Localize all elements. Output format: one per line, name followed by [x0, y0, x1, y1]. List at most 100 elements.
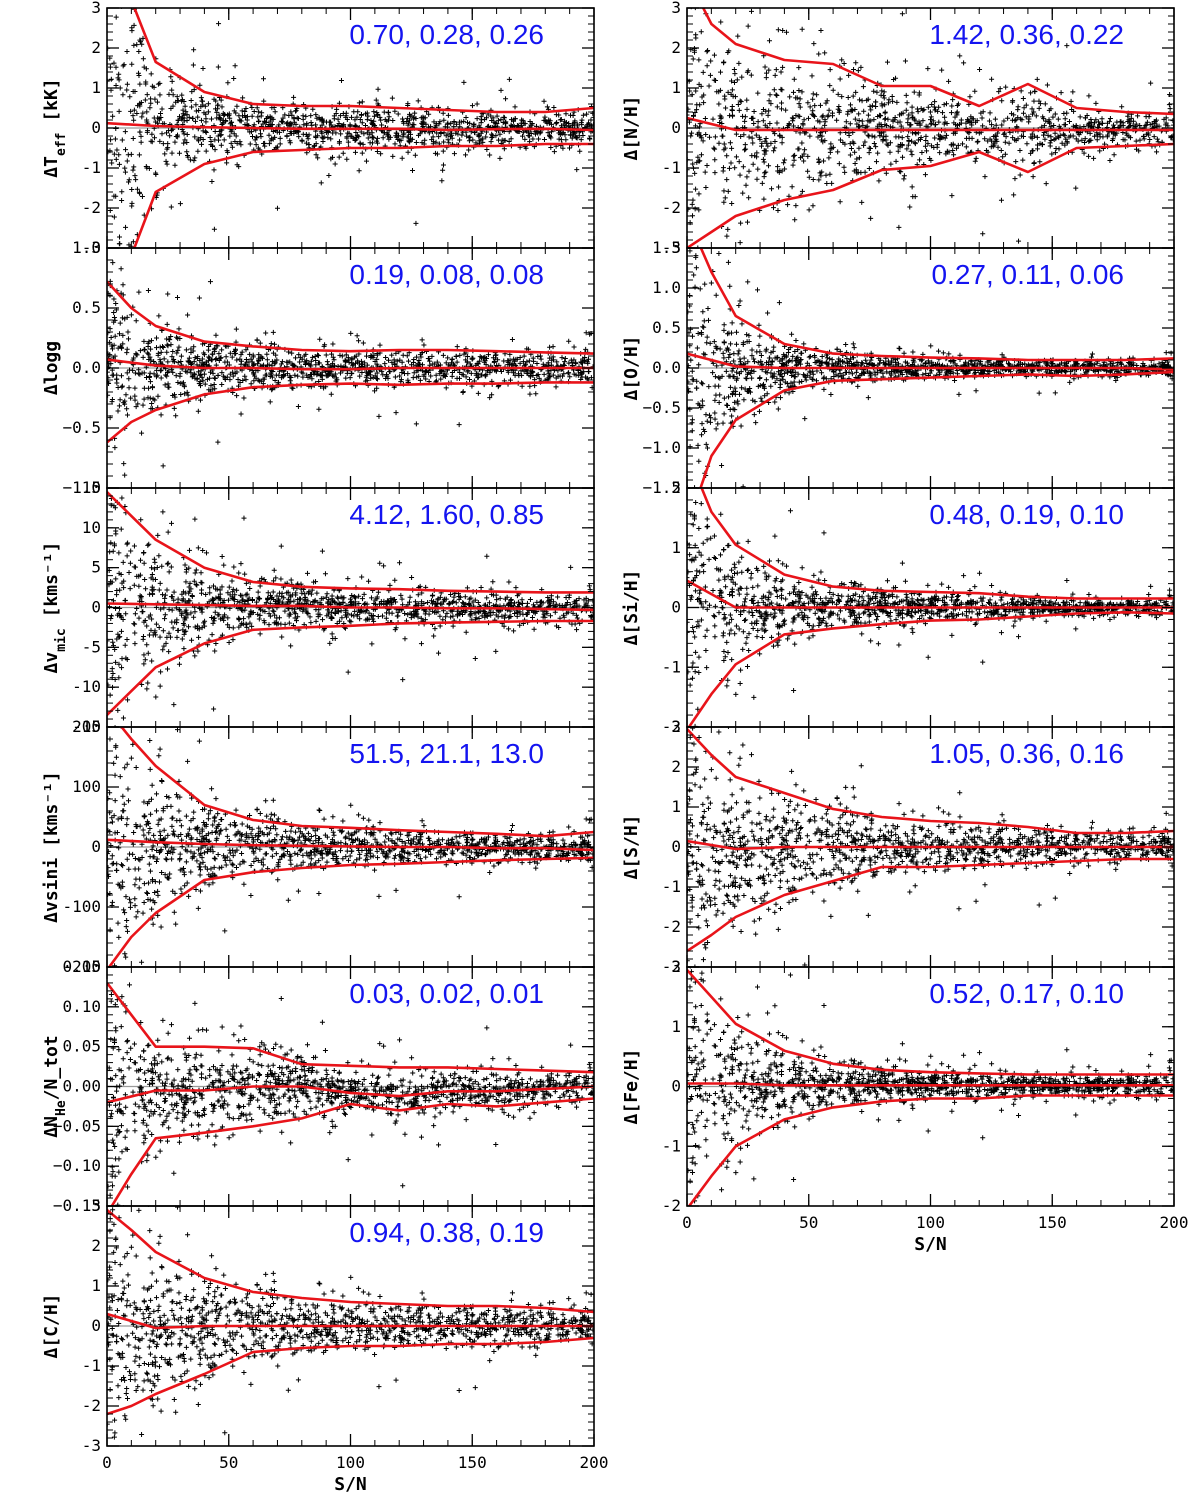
- data-point: [133, 764, 139, 770]
- data-point: [421, 823, 427, 829]
- data-point: [192, 134, 198, 140]
- data-point: [370, 612, 376, 618]
- data-point: [160, 345, 166, 351]
- data-point: [368, 595, 374, 601]
- data-point: [465, 835, 471, 841]
- data-point: [507, 357, 513, 363]
- data-point: [139, 114, 145, 120]
- data-point: [412, 608, 418, 614]
- data-point: [310, 106, 316, 112]
- data-point: [578, 359, 584, 365]
- data-point: [356, 338, 362, 344]
- data-point: [299, 590, 305, 596]
- data-point: [158, 114, 164, 120]
- data-point: [197, 381, 203, 387]
- data-point: [172, 162, 178, 168]
- data-point: [213, 357, 219, 363]
- data-point: [572, 133, 578, 139]
- data-point: [107, 865, 111, 871]
- data-point: [141, 799, 147, 805]
- data-point: [144, 92, 150, 98]
- data-point: [213, 796, 219, 802]
- data-point: [460, 600, 466, 606]
- data-point: [114, 592, 120, 598]
- data-point: [571, 357, 577, 363]
- data-point: [183, 859, 189, 865]
- data-point: [282, 621, 288, 627]
- data-point: [502, 612, 508, 618]
- data-point: [119, 137, 125, 143]
- data-point: [147, 379, 153, 385]
- data-point: [534, 361, 540, 367]
- data-point: [431, 119, 437, 125]
- data-point: [324, 834, 330, 840]
- data-point: [219, 553, 225, 559]
- data-point: [186, 114, 192, 120]
- data-point: [263, 330, 269, 336]
- data-point: [568, 564, 574, 570]
- data-point: [153, 621, 159, 627]
- data-point: [243, 106, 249, 112]
- data-point: [115, 881, 121, 887]
- median-envelope-curve: [107, 602, 594, 612]
- data-point: [476, 615, 482, 621]
- data-point: [419, 120, 425, 126]
- data-point: [208, 138, 214, 144]
- data-point: [382, 839, 388, 845]
- data-point: [107, 375, 111, 381]
- data-point: [469, 355, 475, 361]
- data-point: [324, 613, 330, 619]
- data-point: [567, 374, 573, 380]
- data-point: [295, 851, 301, 857]
- data-point: [124, 314, 130, 320]
- data-point: [374, 848, 380, 854]
- data-point: [484, 553, 490, 559]
- data-point: [484, 595, 490, 601]
- data-point: [356, 168, 362, 174]
- data-point: [236, 164, 242, 170]
- data-point: [329, 614, 335, 620]
- data-point: [124, 406, 130, 412]
- data-point: [409, 575, 415, 581]
- data-point: [139, 193, 145, 199]
- data-point: [152, 566, 158, 572]
- data-point: [178, 353, 184, 359]
- data-point: [270, 589, 276, 595]
- data-point: [393, 887, 399, 893]
- data-point: [114, 725, 116, 727]
- y-tick-label: -5: [82, 637, 101, 656]
- data-point: [262, 119, 268, 125]
- data-point: [381, 598, 387, 604]
- data-point: [195, 369, 201, 375]
- data-point: [184, 140, 190, 146]
- data-point: [340, 818, 346, 824]
- data-point: [157, 683, 163, 689]
- data-point: [416, 837, 422, 843]
- data-point: [182, 562, 188, 568]
- data-point: [146, 614, 152, 620]
- data-point: [152, 879, 158, 885]
- data-point: [359, 150, 365, 156]
- data-point: [578, 137, 584, 143]
- data-point: [321, 816, 327, 822]
- data-point: [164, 161, 170, 167]
- data-point: [192, 609, 198, 615]
- data-point: [136, 615, 142, 621]
- data-point: [227, 857, 233, 863]
- data-point: [416, 132, 422, 138]
- data-point: [303, 606, 309, 612]
- data-point: [467, 134, 473, 140]
- data-point: [353, 137, 359, 143]
- data-point: [133, 914, 139, 920]
- data-point: [419, 818, 425, 824]
- data-point: [386, 136, 392, 142]
- data-point: [156, 753, 162, 759]
- data-point: [544, 104, 550, 110]
- data-point: [171, 405, 177, 411]
- data-point: [368, 117, 374, 123]
- data-point: [279, 634, 285, 640]
- data-point: [178, 391, 184, 397]
- data-point: [175, 360, 181, 366]
- data-point: [372, 122, 378, 128]
- data-point: [550, 829, 556, 835]
